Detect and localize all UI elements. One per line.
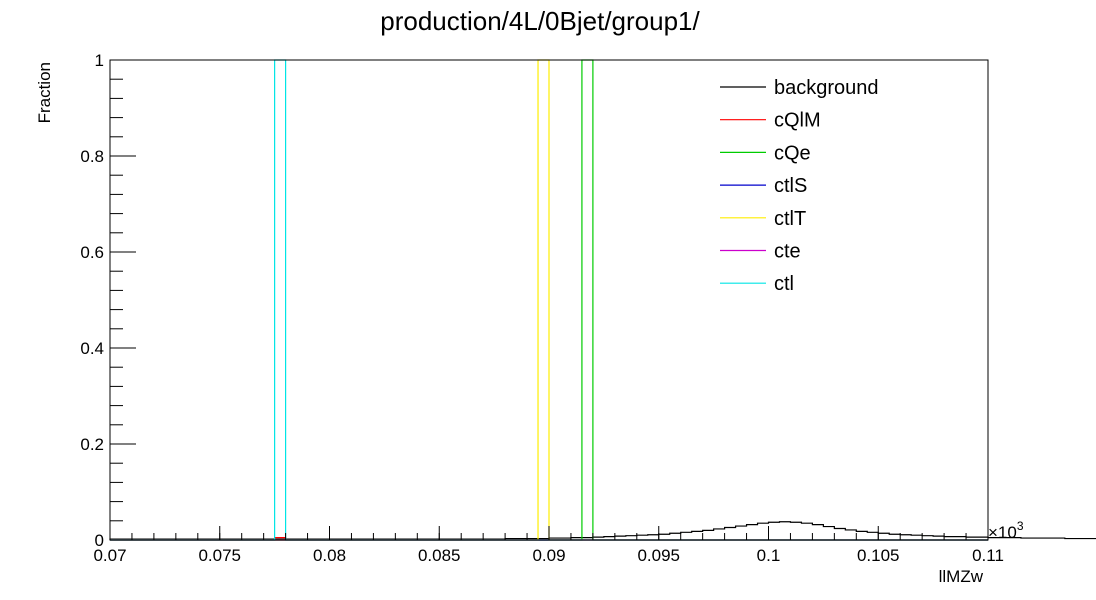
x-axis-label: llMZw (939, 567, 984, 586)
y-tick-label: 0.4 (80, 339, 104, 358)
x-tick-label: 0.08 (313, 546, 346, 565)
legend: background cQlM cQe ctlS ctlT cte ctl (720, 77, 879, 295)
x-tick-label: 0.085 (418, 546, 461, 565)
legend-label-cQlM: cQlM (774, 110, 821, 132)
legend-label-ctlS: ctlS (774, 175, 807, 197)
legend-label-background: background (774, 77, 879, 99)
y-tick-label: 0.6 (80, 243, 104, 262)
x-exponent-power: 3 (1017, 519, 1024, 533)
x-exponent-base: ×10 (988, 523, 1017, 542)
y-tick-label: 0 (95, 531, 104, 550)
x-tick-label: 0.095 (637, 546, 680, 565)
x-tick-label: 0.105 (857, 546, 900, 565)
axis-ticks: 0.07 0.075 0.08 0.085 0.09 0.095 0.1 0.105 0.11 0… (80, 51, 1004, 565)
plot-series (109, 59, 1096, 541)
x-tick-label: 0.07 (93, 546, 126, 565)
x-tick-label: 0.09 (532, 546, 565, 565)
x-exponent-label: ×103 (988, 519, 1024, 542)
y-tick-label: 0.8 (80, 147, 104, 166)
x-tick-label: 0.075 (198, 546, 241, 565)
y-tick-label: 1 (95, 51, 104, 70)
series-background-line (109, 521, 1096, 540)
x-tick-label: 0.11 (972, 546, 1004, 565)
legend-label-ctlT: ctlT (774, 208, 806, 230)
legend-label-cQe: cQe (774, 142, 811, 164)
chart-title: production/4L/0Bjet/group1/ (380, 6, 700, 36)
x-tick-label: 0.1 (757, 546, 781, 565)
y-tick-label: 0.2 (80, 435, 104, 454)
y-axis-label: Fraction (35, 62, 54, 123)
legend-label-ctl: ctl (774, 273, 794, 295)
series-ctlT-line (110, 59, 988, 541)
legend-label-cte: cte (774, 241, 801, 263)
